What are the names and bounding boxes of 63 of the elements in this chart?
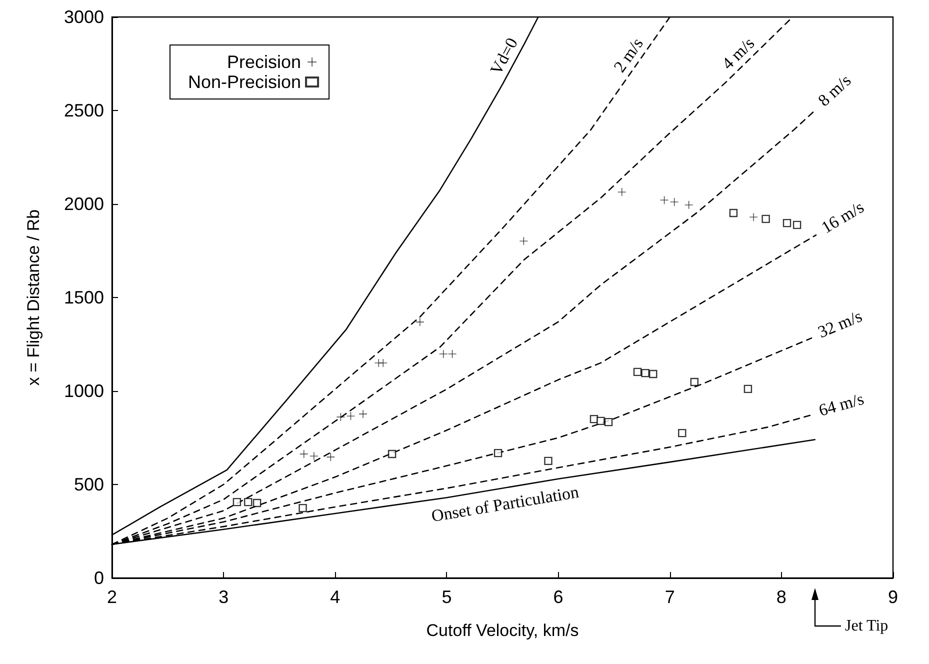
- x-tick-label: 3: [218, 587, 229, 607]
- point: [494, 448, 502, 458]
- point: [326, 453, 335, 462]
- point: [298, 504, 307, 512]
- point: [750, 213, 758, 222]
- point: [649, 370, 658, 378]
- point: [641, 368, 650, 378]
- point: [300, 450, 308, 458]
- point: [618, 188, 626, 196]
- y-tick-label: 500: [74, 474, 104, 494]
- point: [336, 412, 345, 421]
- point: [232, 498, 242, 506]
- x-tick-label: 4: [330, 587, 340, 607]
- y-tick-label: 3000: [64, 7, 104, 27]
- x-tick-label: 2: [106, 587, 118, 607]
- point: [596, 416, 605, 426]
- point: [670, 198, 678, 206]
- x-tick-label: 5: [442, 587, 452, 607]
- y-tick-label: 1000: [64, 381, 104, 401]
- point: [448, 350, 456, 358]
- text: 2 m/s: [610, 34, 647, 76]
- text: Vd=0: [486, 34, 522, 78]
- point: [416, 318, 424, 326]
- point: [346, 412, 355, 420]
- text: 64 m/s: [816, 389, 866, 420]
- x-tick-label: 7: [664, 587, 675, 607]
- point: [762, 214, 770, 224]
- y-tick-label: 2000: [64, 194, 104, 214]
- text: 4 m/s: [718, 34, 758, 74]
- point: [782, 218, 792, 228]
- y-tick-label: 0: [94, 568, 104, 588]
- point: [660, 196, 668, 204]
- point: [520, 237, 528, 246]
- point: [684, 200, 693, 209]
- legend-label: Non-Precision: [188, 72, 302, 92]
- text: 8 m/s: [814, 70, 855, 110]
- legend-label: Precision: [227, 52, 302, 72]
- point: [744, 384, 752, 394]
- y-axis-title: x = Flight Distance / Rb: [24, 209, 43, 386]
- y-tick-label: 1500: [64, 288, 104, 308]
- point: [690, 378, 699, 386]
- point: [439, 350, 448, 358]
- x-tick-label: 8: [776, 587, 786, 607]
- x-axis-title: Cutoff Velocity, km/s: [426, 621, 579, 640]
- point: [544, 456, 552, 466]
- point: [792, 220, 802, 230]
- point: [379, 358, 388, 367]
- text: Jet Tip: [845, 618, 888, 634]
- point: [310, 452, 318, 460]
- point: [244, 498, 252, 506]
- point: [678, 428, 686, 438]
- point: [604, 418, 613, 426]
- text: 16 m/s: [818, 197, 868, 238]
- point: [388, 450, 396, 458]
- point: [729, 208, 738, 218]
- point: [633, 368, 642, 376]
- x-tick-label: 6: [553, 587, 564, 607]
- y-tick-label: 2500: [64, 100, 104, 120]
- point: [252, 498, 262, 508]
- text: 32 m/s: [815, 306, 865, 342]
- point: [359, 410, 368, 418]
- text: Onset of Particulation: [430, 482, 581, 526]
- x-tick-label: 9: [888, 587, 898, 607]
